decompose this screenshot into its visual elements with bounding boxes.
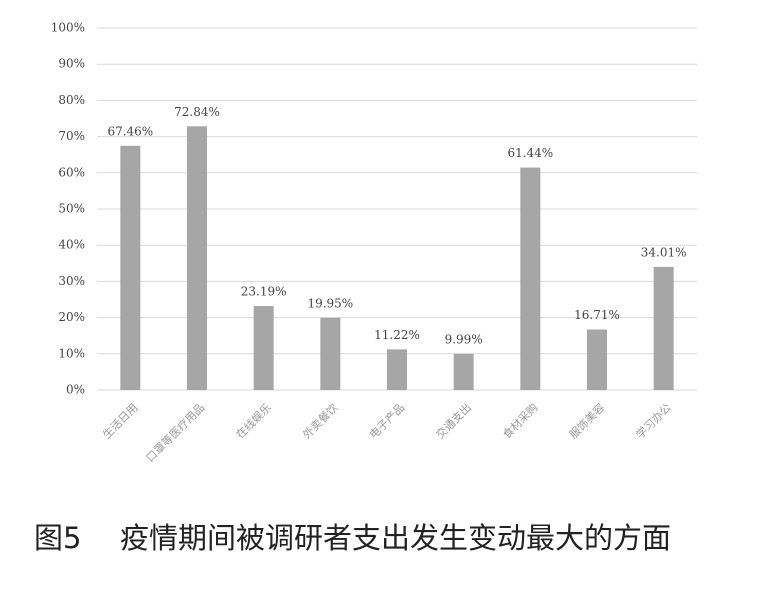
bar [387, 349, 407, 390]
bar [587, 329, 607, 390]
bar [520, 167, 541, 390]
x-tick-label: 食材采购 [500, 400, 541, 441]
y-tick-label: 20% [58, 310, 85, 324]
value-label: 61.44% [507, 146, 553, 160]
y-tick-label: 70% [58, 129, 85, 143]
y-tick-label: 40% [58, 238, 85, 252]
x-tick-label: 服饰美容 [566, 400, 607, 441]
x-tick-label: 外卖餐饮 [300, 400, 341, 441]
value-label: 11.22% [374, 328, 420, 342]
x-tick-label: 在线娱乐 [233, 400, 274, 441]
value-label: 16.71% [574, 308, 620, 322]
value-label: 23.19% [241, 285, 287, 299]
y-tick-label: 0% [66, 383, 85, 397]
x-tick-label: 学习办公 [633, 400, 674, 441]
y-tick-label: 60% [58, 165, 85, 179]
y-tick-label: 80% [58, 93, 85, 107]
value-label: 19.95% [307, 296, 353, 310]
y-tick-label: 10% [58, 346, 85, 360]
value-label: 34.01% [641, 245, 687, 259]
bar [120, 145, 141, 390]
y-tick-label: 30% [58, 274, 85, 288]
bar [253, 306, 274, 390]
bar [320, 317, 341, 390]
x-tick-label: 交通支出 [433, 400, 474, 441]
value-label: 72.84% [174, 105, 220, 119]
x-tick-label: 口罩等医疗用品 [143, 400, 207, 464]
value-label: 9.99% [445, 332, 483, 346]
y-tick-label: 50% [58, 202, 85, 216]
x-tick-label: 生活日用 [100, 400, 141, 441]
bar [187, 126, 207, 390]
value-label: 67.46% [107, 124, 153, 138]
bar [653, 266, 674, 390]
bar [453, 353, 474, 390]
x-tick-label: 电子产品 [366, 400, 407, 441]
figure-label: 图5 [34, 521, 81, 555]
y-tick-label: 90% [58, 57, 85, 71]
y-tick-label: 100% [51, 21, 85, 35]
chart-title: 疫情期间被调研者支出发生变动最大的方面 [120, 521, 671, 555]
